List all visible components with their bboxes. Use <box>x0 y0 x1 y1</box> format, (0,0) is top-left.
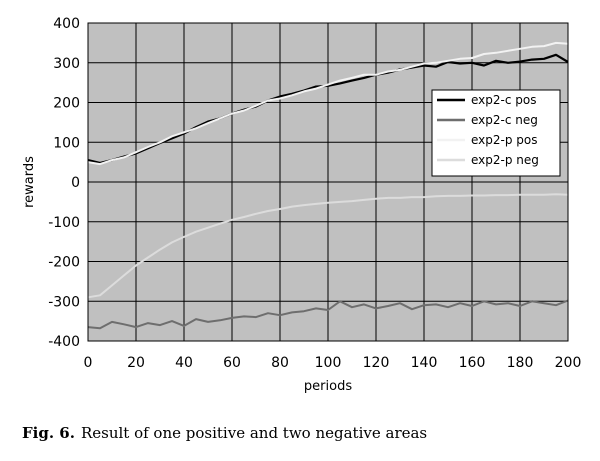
y-tick-label: -200 <box>48 255 80 271</box>
x-tick-label: 120 <box>363 355 390 371</box>
x-tick-label: 180 <box>507 355 534 371</box>
plot-border <box>87 22 569 342</box>
legend-label: exp2-c pos <box>471 93 536 107</box>
x-tick-label: 160 <box>459 355 486 371</box>
x-tick-label: 0 <box>84 355 93 371</box>
y-tick-label: -100 <box>48 215 80 231</box>
x-tick-label: 60 <box>223 355 241 371</box>
x-axis-title: periods <box>304 379 352 394</box>
y-tick-label: 400 <box>53 16 80 32</box>
x-tick-label: 80 <box>271 355 289 371</box>
x-tick-label: 20 <box>127 355 145 371</box>
series-line-exp2-c-neg <box>87 299 569 330</box>
series-line-exp2-p-pos <box>87 41 569 166</box>
legend: exp2-c pos exp2-c neg exp2-p pos exp2-p neg <box>431 89 561 177</box>
legend-label: exp2-p neg <box>471 153 539 167</box>
y-axis-tick-labels: 400 300 200 100 0 -100 -200 -300 -400 <box>48 16 80 350</box>
y-tick-label: -300 <box>48 294 80 310</box>
figure-caption: Fig. 6. Result of one positive and two ne… <box>22 424 592 442</box>
y-tick-label: 0 <box>71 175 80 191</box>
series-line-exp2-p-neg <box>87 193 569 299</box>
x-tick-label: 140 <box>411 355 438 371</box>
caption-text: Result of one positive and two negative … <box>80 424 428 442</box>
legend-label: exp2-p pos <box>471 133 538 147</box>
y-tick-label: 200 <box>53 96 80 112</box>
y-tick-label: 100 <box>53 135 80 151</box>
x-tick-label: 200 <box>555 355 582 371</box>
y-axis-title: rewards <box>22 156 37 208</box>
legend-box <box>431 89 561 177</box>
series-line-exp2-c-pos <box>87 53 569 164</box>
legend-label: exp2-c neg <box>471 113 538 127</box>
y-tick-label: -400 <box>48 334 80 350</box>
x-tick-label: 100 <box>315 355 342 371</box>
y-tick-label: 300 <box>53 56 80 72</box>
line-chart: 400 300 200 100 0 -100 -200 -300 -400 0 20 40 60 80 1… <box>22 16 582 394</box>
x-axis-tick-labels: 0 20 40 60 80 100 120 140 160 180 200 <box>84 355 582 371</box>
figure-label: Fig. 6. <box>22 424 75 442</box>
x-tick-label: 40 <box>175 355 193 371</box>
series-lines <box>87 41 569 330</box>
